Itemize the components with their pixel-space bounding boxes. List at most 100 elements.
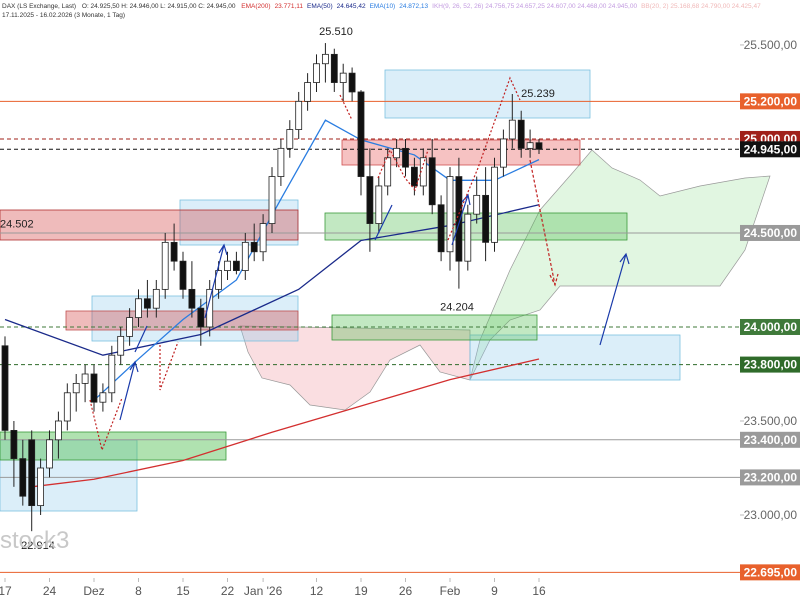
arrow xyxy=(89,76,521,453)
x-tick-label: 19 xyxy=(354,584,368,598)
candle-body xyxy=(277,147,285,177)
x-tick-label: 16 xyxy=(532,584,546,598)
level-label: 22.695,00 xyxy=(744,565,798,579)
header-line: 17.11.2025 - 16.02.2026 (3 Monate, 1 Tag… xyxy=(2,11,765,20)
x-tick-label: Jan '26 xyxy=(244,584,283,598)
candle-body xyxy=(117,335,125,356)
zone xyxy=(331,314,538,341)
level-label-bg xyxy=(740,469,800,486)
candle-body xyxy=(1,345,9,431)
level-label-bg xyxy=(740,431,800,448)
level-label: 24.500,00 xyxy=(744,226,798,240)
candle-body xyxy=(250,241,258,253)
ema-line xyxy=(93,119,540,401)
candle-body xyxy=(215,270,223,290)
x-tick-label: 22 xyxy=(221,584,235,598)
candle-body xyxy=(19,458,27,497)
candle-body xyxy=(259,223,267,253)
zone xyxy=(469,334,681,381)
candle-body xyxy=(508,119,516,140)
date-range: 17.11.2025 - 16.02.2026 (3 Monate, 1 Tag… xyxy=(2,12,125,19)
candle-body xyxy=(10,429,18,460)
level-label-bg xyxy=(740,318,800,335)
ema-line xyxy=(31,358,540,488)
zone xyxy=(0,209,299,241)
candle-body xyxy=(108,354,116,394)
y-tick-label: 23.500,00 xyxy=(744,414,798,428)
candle-body xyxy=(402,147,409,168)
zone xyxy=(324,212,628,241)
zone xyxy=(341,139,581,166)
candle-body xyxy=(499,138,507,168)
candle-body xyxy=(55,420,62,441)
candle-body xyxy=(46,439,53,469)
level-label: 24.945,00 xyxy=(744,142,798,156)
annotation: 24.204 xyxy=(440,302,474,314)
level-label-bg xyxy=(740,224,800,241)
arrow xyxy=(529,159,559,287)
zone xyxy=(384,69,591,119)
x-tick-label: 15 xyxy=(176,584,190,598)
candle-body xyxy=(286,129,294,149)
arrows xyxy=(89,76,630,453)
level-label-bg xyxy=(740,93,800,110)
candle-body xyxy=(348,72,356,93)
candle-body xyxy=(224,260,231,271)
candle-body xyxy=(143,298,151,309)
candle-body xyxy=(321,53,329,65)
candle-body xyxy=(482,194,490,243)
annotation: 25.239 xyxy=(521,88,555,100)
candle-body xyxy=(313,63,320,83)
candle-body xyxy=(410,166,418,187)
x-tick-label: 9 xyxy=(491,584,498,598)
arrow xyxy=(374,204,393,241)
candle-body xyxy=(304,82,312,102)
x-tick-label: 12 xyxy=(310,584,324,598)
arrow xyxy=(134,325,148,353)
zone xyxy=(0,431,227,461)
arrow xyxy=(599,252,630,346)
x-tick-label: 26 xyxy=(399,584,413,598)
arrow xyxy=(204,243,228,319)
candle-body xyxy=(241,241,249,271)
chart-header: DAX (LS Exchange, Last) O: 24.925,50 H: … xyxy=(2,2,765,20)
annotation: 24.502 xyxy=(0,219,34,231)
candle-body xyxy=(375,185,383,224)
candle-body xyxy=(179,260,187,290)
level-label: 23.400,00 xyxy=(744,433,798,447)
candle-body xyxy=(384,157,392,187)
candle-body xyxy=(188,288,196,309)
header-line: DAX (LS Exchange, Last) O: 24.925,50 H: … xyxy=(2,2,765,11)
ohlc: O: 24.925,50 H: 24.946,00 L: 24.915,00 C… xyxy=(81,3,236,10)
level-label: 23.800,00 xyxy=(744,358,798,372)
x-tick-label: Dez xyxy=(83,584,104,598)
indicator: BB(20, 2) 25.168,68 24.790,00 24.425,47 xyxy=(641,3,761,10)
candle-body xyxy=(357,91,365,177)
zones xyxy=(0,69,681,512)
symbol: DAX (LS Exchange, Last) xyxy=(2,3,77,10)
indicator: IKH(9, 26, 52, 26) 24.756,75 24.657,25 2… xyxy=(432,3,638,10)
level-label: 23.200,00 xyxy=(744,470,798,484)
legend-value: 23.771,11 xyxy=(274,3,303,10)
candle-body xyxy=(535,142,543,150)
candle-body xyxy=(437,204,445,253)
x-tick-label: 24 xyxy=(43,584,57,598)
candle-body xyxy=(295,100,303,130)
level-label-bg xyxy=(740,141,800,158)
candle-body xyxy=(393,147,401,159)
y-tick-label: 25.500,00 xyxy=(744,38,798,52)
candle-body xyxy=(161,241,169,290)
candle-body xyxy=(63,392,71,422)
candle-body xyxy=(446,176,454,253)
candle-body xyxy=(517,119,525,149)
level-label-bg xyxy=(740,564,800,581)
level-label: 25.200,00 xyxy=(744,94,798,108)
watermark: stock3 xyxy=(0,527,69,554)
candle-body xyxy=(268,176,276,224)
x-tick-label: 17 xyxy=(0,584,12,598)
candles: 25.510 25.239 24.502 24.204 22.914 xyxy=(0,26,555,552)
annotation: 25.510 xyxy=(319,26,353,38)
candle-body xyxy=(526,142,534,149)
